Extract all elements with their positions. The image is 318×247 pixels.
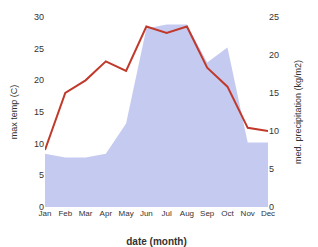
svg-text:med. precipitation (kg/m2): med. precipitation (kg/m2)	[293, 60, 303, 164]
svg-text:Jun: Jun	[140, 209, 153, 218]
svg-text:Jan: Jan	[39, 209, 52, 218]
svg-text:Sep: Sep	[200, 209, 215, 218]
svg-text:max temp (C): max temp (C)	[9, 85, 19, 140]
svg-text:0: 0	[39, 202, 44, 212]
svg-text:20: 20	[269, 50, 279, 60]
svg-text:10: 10	[269, 126, 279, 136]
svg-text:25: 25	[269, 12, 279, 22]
svg-text:15: 15	[269, 88, 279, 98]
svg-text:10: 10	[34, 139, 44, 149]
svg-text:Nov: Nov	[241, 209, 255, 218]
svg-text:20: 20	[34, 75, 44, 85]
svg-text:Feb: Feb	[58, 209, 72, 218]
svg-text:Aug: Aug	[180, 209, 194, 218]
svg-text:30: 30	[34, 12, 44, 22]
svg-text:May: May	[119, 209, 134, 218]
svg-text:Oct: Oct	[221, 209, 234, 218]
svg-text:date (month): date (month)	[126, 236, 187, 247]
svg-text:5: 5	[269, 164, 274, 174]
svg-text:Jul: Jul	[162, 209, 172, 218]
svg-text:15: 15	[34, 107, 44, 117]
svg-text:0: 0	[269, 202, 274, 212]
svg-text:Apr: Apr	[100, 209, 113, 218]
svg-text:25: 25	[34, 44, 44, 54]
svg-text:Dec: Dec	[261, 209, 275, 218]
svg-text:Mar: Mar	[79, 209, 93, 218]
svg-text:5: 5	[39, 170, 44, 180]
